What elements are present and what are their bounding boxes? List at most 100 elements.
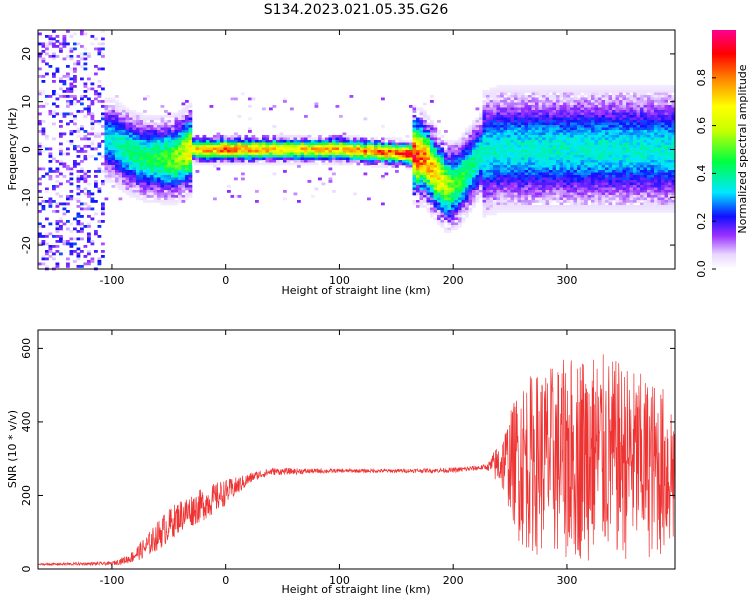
spectrogram-cell [570,182,574,186]
spectrogram-cell [87,250,91,253]
spectrogram-cell [598,200,602,203]
spectrogram-cell [577,117,581,121]
spectrogram-cell [416,145,420,148]
spectrogram-cell [479,155,483,158]
spectrogram-cell [251,142,256,146]
spectrogram-cell [454,175,459,178]
spectrogram-cell [535,182,539,186]
spectrogram-cell [115,120,119,123]
spectrogram-cell [521,197,525,201]
spectrogram-cell [552,187,557,191]
spectrogram-cell [619,90,623,93]
spectrogram-cell [80,97,84,101]
spectrogram-cell [486,140,490,143]
spectrogram-cell [524,145,529,148]
spectrogram-cell [174,145,179,148]
spectrogram-cell [227,137,231,141]
spectrogram-cell [517,202,522,206]
spectrogram-cell [461,197,466,201]
spectrogram-cell [587,167,592,171]
spectrogram-cell [573,195,578,198]
spectrogram-cell [237,140,242,143]
spectrogram-cell [573,160,578,163]
spectrogram-cell [468,202,473,206]
spectrogram-cell [496,95,501,98]
spectrogram-cell [248,97,252,101]
spectrogram-cell [269,155,273,158]
spectrogram-cell [125,115,130,118]
spectrogram-cell [584,117,588,121]
spectrogram-cell [552,167,557,171]
spectrogram-cell [538,150,543,153]
spectrogram-cell [601,140,606,143]
spectrogram-cell [552,137,557,141]
spectrogram-cell [55,55,60,58]
spectrogram-cell [451,162,455,166]
spectrogram-cell [342,162,347,166]
spectrogram-cell [139,145,144,148]
spectrogram-cell [381,142,385,146]
spectrogram-cell [381,145,385,148]
spectrogram-cell [559,95,564,98]
spectrogram-cell [619,200,623,203]
spectrogram-cell [213,150,217,153]
spectrogram-cell [619,177,623,181]
spectrogram-cell [97,100,102,103]
spectrogram-cell [444,200,448,203]
spectrogram-cell [549,95,553,98]
spectrogram-cell [608,117,613,121]
spectrogram-cell [94,212,98,216]
spectrogram-cell [461,217,466,221]
spectrogram-cell [80,227,84,231]
spectrogram-cell [335,145,340,148]
spectrogram-cell [419,190,424,193]
spectrogram-cell [188,110,193,113]
spectrogram-cell [419,137,424,141]
spectrogram-cell [38,112,42,116]
spectrogram-cell [591,150,595,153]
spectrogram-cell [549,207,553,211]
spectrogram-cell [545,132,550,136]
spectrogram-cell [451,207,455,211]
spectrogram-cell [94,185,98,188]
spectrogram-cell [38,142,42,146]
spectrogram-cell [115,95,119,98]
spectrogram-cell [412,167,417,171]
spectrogram-cell [608,130,613,133]
spectrogram-cell [475,140,480,143]
spectrogram-cell [563,150,567,153]
spectrogram-cell [69,142,74,146]
spectrogram-cell [325,140,329,143]
spectrogram-cell [598,102,602,106]
spectrogram-cell [521,182,525,186]
spectrogram-cell [188,177,193,181]
spectrogram-cell [111,107,116,111]
spectrogram-cell [538,100,543,103]
spectrogram-cell [87,52,91,56]
spectrogram-cell [510,122,515,126]
spectrogram-cell [423,150,427,153]
spectrogram-cell [437,207,441,211]
spectrogram-cell [594,192,599,196]
spectrogram-cell [164,122,168,126]
spectrogram-cell [419,147,424,151]
spectrogram-cell [241,137,245,141]
spectrogram-cell [528,90,532,93]
spectrogram-cell [62,90,67,93]
spectrogram-cell [388,150,392,153]
spectrogram-cell [178,200,182,203]
spectrogram-cell [381,162,385,166]
spectrogram-cell [493,92,497,96]
spectrogram-cell [293,145,298,148]
spectrogram-cell [328,152,333,156]
spectrogram-cell [444,207,448,211]
spectrogram-cell [479,147,483,151]
spectrogram-cell [503,170,508,173]
spectrogram-cell [48,250,53,253]
spectrogram-cell [111,135,116,138]
spectrogram-cell [90,122,95,126]
spectrogram-cell [559,160,564,163]
spectrogram-cell [132,110,137,113]
spectrogram-cell [335,137,340,141]
spectrogram-cell [342,145,347,148]
